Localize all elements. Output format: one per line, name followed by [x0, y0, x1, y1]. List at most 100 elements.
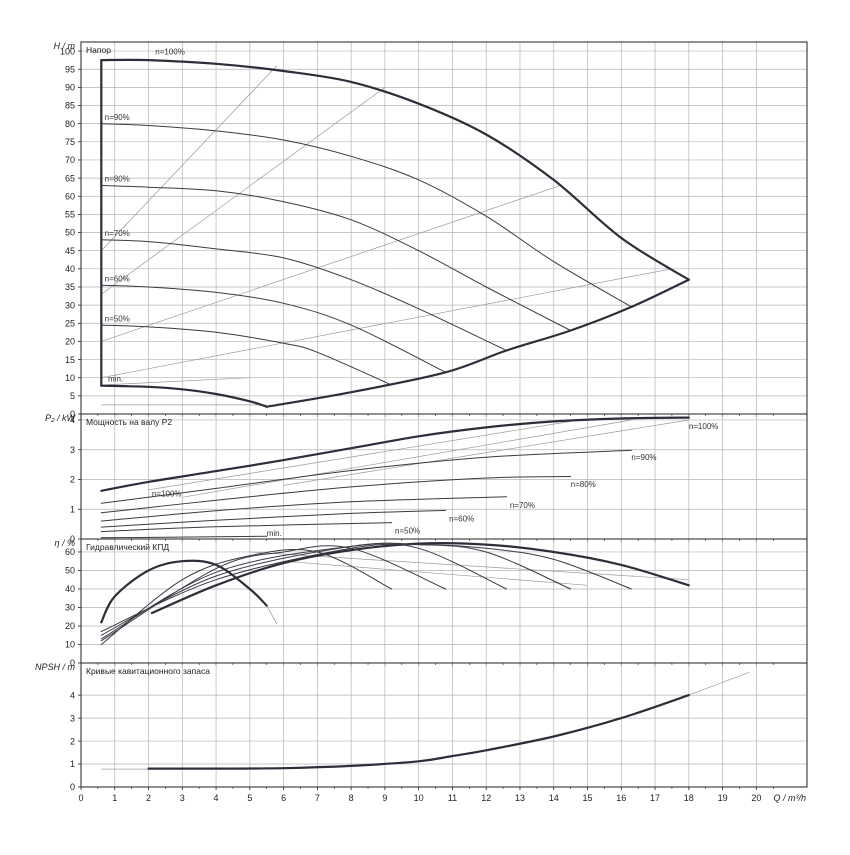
- x-tick-label: 12: [481, 793, 491, 803]
- series-line: [100, 384, 268, 408]
- x-tick-label: 15: [583, 793, 593, 803]
- auxiliary-line: [101, 87, 386, 295]
- curve-label: n=60%: [449, 515, 474, 524]
- y-tick-label: 0: [70, 782, 75, 792]
- auxiliary-line: [283, 419, 689, 486]
- y-tick-label: 4: [70, 690, 75, 700]
- series-line: [100, 545, 447, 642]
- x-tick-label: 10: [414, 793, 424, 803]
- x-tick-label: 0: [78, 793, 83, 803]
- x-tick-label: 9: [382, 793, 387, 803]
- x-tick-label: 20: [751, 793, 761, 803]
- panel-head: 0 5 10 15 20 25 30 35 40 45 50 55 60 65 70 75 80 85 90 95 10…: [54, 41, 808, 419]
- y-tick-label: 40: [65, 264, 75, 274]
- y-tick-label: 80: [65, 119, 75, 129]
- y-tick-label: 10: [65, 640, 75, 650]
- y-tick-label: 85: [65, 101, 75, 111]
- y-tick-label: 100: [60, 46, 75, 56]
- panel-power: 0 1 2 3 4 n=100% n=90% n=80% n=70% n=60% n=50% n=10…: [45, 413, 808, 544]
- series-line: [100, 239, 507, 351]
- curve-label: n=80%: [105, 175, 130, 184]
- panel-title: Напор: [86, 45, 111, 55]
- x-tick-label: 17: [650, 793, 660, 803]
- y-tick-label: 4: [70, 415, 75, 425]
- x-tick-label: 2: [146, 793, 151, 803]
- auxiliary-line: [249, 551, 689, 581]
- curve-label: n=70%: [105, 229, 130, 238]
- series-line: [100, 324, 393, 386]
- y-tick-label: 55: [65, 210, 75, 220]
- x-tick-label: 14: [549, 793, 559, 803]
- y-axis-label: P₂ / kW: [45, 413, 76, 423]
- panel-efficiency: 0 10 20 30 40 50 60 Гидравлический КПД η / %: [54, 538, 808, 668]
- y-tick-label: 60: [65, 547, 75, 557]
- series-line: [147, 694, 690, 770]
- x-tick-label: 5: [247, 793, 252, 803]
- y-tick-label: 3: [70, 445, 75, 455]
- y-tick-label: 90: [65, 83, 75, 93]
- auxiliary-line: [688, 671, 750, 696]
- y-axis-label: η / %: [54, 538, 75, 548]
- y-tick-label: 0: [70, 658, 75, 668]
- y-tick-label: 5: [70, 391, 75, 401]
- auxiliary-line: [101, 377, 250, 386]
- y-tick-label: 60: [65, 191, 75, 201]
- x-tick-label: 1: [112, 793, 117, 803]
- series-line: [100, 535, 268, 539]
- series-line: [100, 284, 447, 373]
- panel-frame: [80, 662, 808, 788]
- curve-label: n=50%: [105, 314, 130, 323]
- series-line: [100, 416, 690, 492]
- series-line: [265, 278, 690, 408]
- series-line: [100, 559, 268, 624]
- series-line: [100, 496, 507, 522]
- series-line: [100, 123, 632, 308]
- x-axis-label: Q / m³/h: [773, 793, 806, 803]
- series-line: [100, 543, 632, 632]
- curve-label: n=90%: [631, 453, 656, 462]
- series-line: [150, 542, 690, 615]
- y-tick-label: 65: [65, 173, 75, 183]
- curve-label: n=100%: [689, 422, 719, 431]
- y-tick-label: 3: [70, 713, 75, 723]
- x-tick-label: 4: [214, 793, 219, 803]
- panel-title: Гидравлический КПД: [86, 542, 169, 552]
- y-tick-label: 2: [70, 736, 75, 746]
- series-line: [100, 522, 393, 533]
- panel-title: Кривые кавитационного запаса: [86, 666, 210, 676]
- x-tick-label: 19: [718, 793, 728, 803]
- panel-title: Мощность на валу P2: [86, 417, 172, 427]
- curve-label: n=90%: [105, 113, 130, 122]
- curve-label: n=80%: [571, 480, 596, 489]
- y-tick-label: 10: [65, 373, 75, 383]
- curve-label: min.: [267, 529, 282, 538]
- y-axis-label: NPSH / m: [35, 662, 76, 672]
- series-line: [100, 509, 447, 528]
- y-tick-label: 70: [65, 155, 75, 165]
- y-axis-label: H / m: [54, 41, 76, 51]
- curve-label: n=50%: [395, 527, 420, 536]
- auxiliary-line: [266, 605, 278, 625]
- y-tick-label: 20: [65, 621, 75, 631]
- series-line: [100, 542, 507, 640]
- curve-label: n=100%: [152, 490, 182, 499]
- auxiliary-line: [101, 268, 672, 379]
- series-line: [100, 548, 393, 645]
- panel-npsh: 0 1 2 3 4 Кривые кавитационного запаса NPSH / …: [35, 662, 808, 792]
- auxiliary-line: [283, 560, 588, 586]
- y-tick-label: 25: [65, 318, 75, 328]
- y-tick-label: 35: [65, 282, 75, 292]
- series-line: [100, 58, 690, 281]
- x-tick-label: 8: [349, 793, 354, 803]
- y-tick-label: 45: [65, 246, 75, 256]
- auxiliary-line: [182, 419, 632, 498]
- y-tick-label: 20: [65, 337, 75, 347]
- y-tick-label: 50: [65, 566, 75, 576]
- y-tick-label: 50: [65, 228, 75, 238]
- y-tick-label: 0: [70, 534, 75, 544]
- x-tick-label: 18: [684, 793, 694, 803]
- panel-frame: [80, 41, 808, 415]
- y-tick-label: 15: [65, 355, 75, 365]
